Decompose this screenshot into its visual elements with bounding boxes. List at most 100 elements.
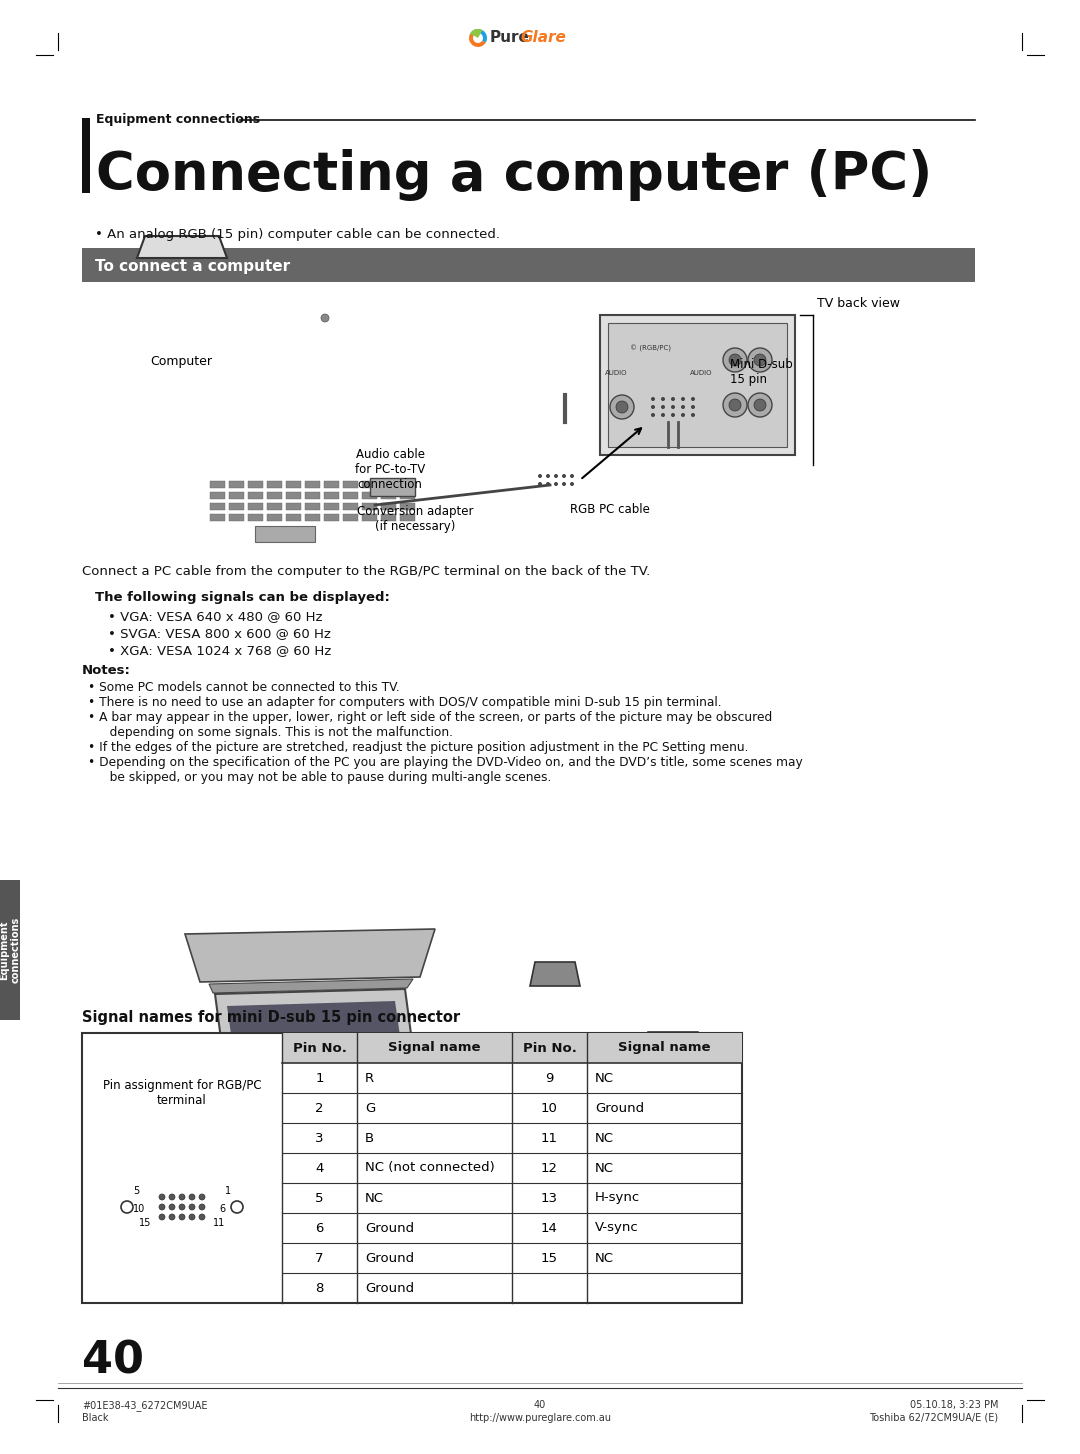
Text: Equipment
connections: Equipment connections bbox=[0, 917, 21, 983]
Text: 3: 3 bbox=[315, 1131, 324, 1144]
Circle shape bbox=[651, 397, 654, 401]
Text: • Some PC models cannot be connected to this TV.: • Some PC models cannot be connected to … bbox=[87, 680, 400, 694]
Text: 5: 5 bbox=[133, 1186, 139, 1197]
Circle shape bbox=[681, 413, 685, 417]
Polygon shape bbox=[210, 979, 413, 993]
Text: 15: 15 bbox=[138, 1218, 151, 1229]
Text: • SVGA: VESA 800 x 600 @ 60 Hz: • SVGA: VESA 800 x 600 @ 60 Hz bbox=[108, 627, 330, 640]
Circle shape bbox=[473, 33, 483, 44]
Bar bbox=[305, 503, 320, 510]
Text: Equipment connections: Equipment connections bbox=[96, 113, 260, 126]
Circle shape bbox=[179, 1204, 185, 1210]
Bar bbox=[324, 515, 339, 521]
Bar bbox=[381, 503, 396, 510]
Bar bbox=[267, 491, 282, 499]
Text: Signal name: Signal name bbox=[388, 1041, 481, 1054]
Text: be skipped, or you may not be able to pause during multi-angle scenes.: be skipped, or you may not be able to pa… bbox=[98, 771, 552, 784]
Text: V-sync: V-sync bbox=[595, 1221, 638, 1234]
Text: • A bar may appear in the upper, lower, right or left side of the screen, or par: • A bar may appear in the upper, lower, … bbox=[87, 711, 772, 724]
Circle shape bbox=[562, 481, 566, 486]
Text: • Depending on the specification of the PC you are playing the DVD-Video on, and: • Depending on the specification of the … bbox=[87, 756, 802, 769]
Bar bbox=[400, 503, 415, 510]
Circle shape bbox=[651, 406, 654, 409]
Bar bbox=[286, 491, 301, 499]
Circle shape bbox=[159, 1214, 165, 1220]
Bar bbox=[305, 481, 320, 489]
Circle shape bbox=[748, 348, 772, 372]
Bar bbox=[267, 481, 282, 489]
Text: 15: 15 bbox=[541, 1252, 558, 1265]
Polygon shape bbox=[227, 1000, 413, 1133]
Text: To connect a computer: To connect a computer bbox=[95, 259, 291, 275]
Bar bbox=[400, 481, 415, 489]
Bar bbox=[210, 491, 225, 499]
Text: 1: 1 bbox=[315, 1072, 324, 1085]
Circle shape bbox=[570, 481, 573, 486]
Text: Computer: Computer bbox=[150, 355, 212, 368]
Text: Toshiba 62/72CM9UA/E (E): Toshiba 62/72CM9UA/E (E) bbox=[869, 1413, 998, 1423]
Text: Ground: Ground bbox=[365, 1281, 414, 1294]
Bar bbox=[381, 491, 396, 499]
Circle shape bbox=[554, 474, 558, 478]
Circle shape bbox=[616, 401, 627, 413]
Text: G: G bbox=[365, 1102, 375, 1115]
Text: Ground: Ground bbox=[365, 1252, 414, 1265]
Circle shape bbox=[723, 348, 747, 372]
Text: 9: 9 bbox=[545, 1072, 554, 1085]
Text: NC: NC bbox=[595, 1131, 615, 1144]
Bar bbox=[229, 491, 244, 499]
Circle shape bbox=[610, 395, 634, 419]
Text: AUDIO: AUDIO bbox=[690, 369, 713, 377]
Text: 11: 11 bbox=[541, 1131, 558, 1144]
Text: Signal names for mini D-sub 15 pin connector: Signal names for mini D-sub 15 pin conne… bbox=[82, 1011, 460, 1025]
Text: 14: 14 bbox=[541, 1221, 558, 1234]
Bar bbox=[286, 515, 301, 521]
Text: R: R bbox=[365, 1072, 374, 1085]
Text: • An analog RGB (15 pin) computer cable can be connected.: • An analog RGB (15 pin) computer cable … bbox=[95, 228, 500, 241]
Text: • XGA: VESA 1024 x 768 @ 60 Hz: • XGA: VESA 1024 x 768 @ 60 Hz bbox=[108, 644, 332, 657]
Text: Ground: Ground bbox=[365, 1221, 414, 1234]
Circle shape bbox=[159, 1204, 165, 1210]
Text: • There is no need to use an adapter for computers with DOS/V compatible mini D-: • There is no need to use an adapter for… bbox=[87, 696, 721, 710]
Bar bbox=[82, 1032, 742, 1303]
Polygon shape bbox=[530, 963, 580, 986]
Text: 6: 6 bbox=[315, 1221, 324, 1234]
Bar bbox=[362, 481, 377, 489]
Text: © (RGB/PC): © (RGB/PC) bbox=[630, 345, 671, 352]
Text: depending on some signals. This is not the malfunction.: depending on some signals. This is not t… bbox=[98, 726, 453, 739]
Bar bbox=[343, 515, 357, 521]
Circle shape bbox=[691, 397, 696, 401]
Text: • If the edges of the picture are stretched, readjust the picture position adjus: • If the edges of the picture are stretc… bbox=[87, 742, 748, 755]
Text: Audio cable
for PC-to-TV
connection: Audio cable for PC-to-TV connection bbox=[355, 448, 426, 491]
Circle shape bbox=[168, 1214, 175, 1220]
Bar bbox=[267, 503, 282, 510]
Bar bbox=[210, 503, 225, 510]
Text: Pin No.: Pin No. bbox=[293, 1041, 347, 1054]
Circle shape bbox=[179, 1194, 185, 1200]
Circle shape bbox=[554, 481, 558, 486]
Bar bbox=[248, 491, 264, 499]
Bar bbox=[255, 526, 315, 542]
Circle shape bbox=[199, 1214, 205, 1220]
Circle shape bbox=[562, 474, 566, 478]
Text: 7: 7 bbox=[315, 1252, 324, 1265]
Bar bbox=[400, 491, 415, 499]
Bar bbox=[0, 880, 21, 1021]
Circle shape bbox=[570, 474, 573, 478]
Circle shape bbox=[121, 1201, 133, 1213]
Text: 13: 13 bbox=[541, 1191, 558, 1204]
Text: 12: 12 bbox=[541, 1162, 558, 1175]
Text: • VGA: VESA 640 x 480 @ 60 Hz: • VGA: VESA 640 x 480 @ 60 Hz bbox=[108, 611, 323, 622]
Text: 8: 8 bbox=[315, 1281, 324, 1294]
Circle shape bbox=[723, 393, 747, 417]
Text: NC: NC bbox=[595, 1072, 615, 1085]
Bar bbox=[600, 316, 795, 455]
Polygon shape bbox=[215, 989, 426, 1144]
Bar bbox=[210, 481, 225, 489]
Bar bbox=[248, 481, 264, 489]
Circle shape bbox=[168, 1194, 175, 1200]
Circle shape bbox=[661, 406, 665, 409]
Circle shape bbox=[189, 1194, 195, 1200]
Circle shape bbox=[168, 1204, 175, 1210]
Text: Conversion adapter
(if necessary): Conversion adapter (if necessary) bbox=[356, 505, 473, 534]
